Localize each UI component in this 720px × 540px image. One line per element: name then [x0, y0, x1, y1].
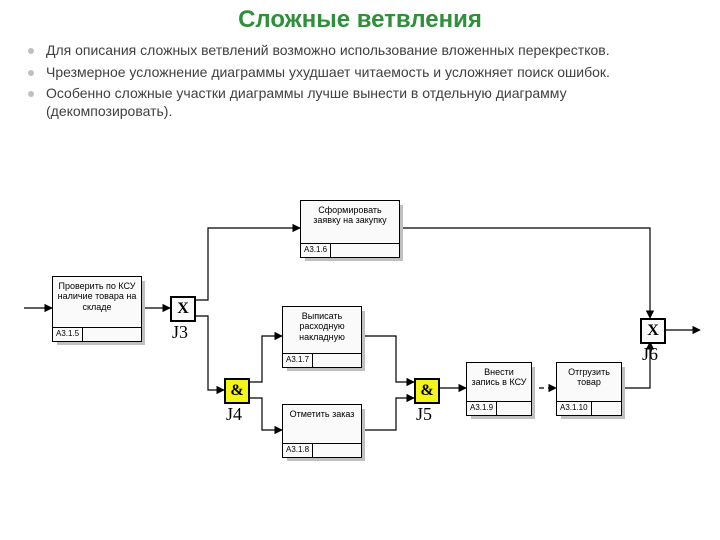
edge: [248, 336, 282, 382]
gate-label: J4: [226, 404, 242, 425]
edge: [194, 316, 224, 390]
gate-j6: X: [640, 318, 666, 344]
edge: [360, 336, 414, 382]
diagram-canvas: Проверить по КСУ наличие товара на склад…: [0, 0, 720, 540]
gate-j3: X: [170, 296, 196, 322]
diagram-wires: [0, 0, 720, 540]
gate-j5: &: [414, 378, 440, 404]
edge: [194, 228, 300, 300]
gate-label: J3: [172, 322, 188, 343]
gate-label: J5: [416, 404, 432, 425]
gate-j4: &: [224, 378, 250, 404]
edge: [248, 398, 282, 430]
gate-label: J6: [642, 344, 658, 365]
edge: [360, 398, 414, 430]
edge: [398, 228, 650, 318]
